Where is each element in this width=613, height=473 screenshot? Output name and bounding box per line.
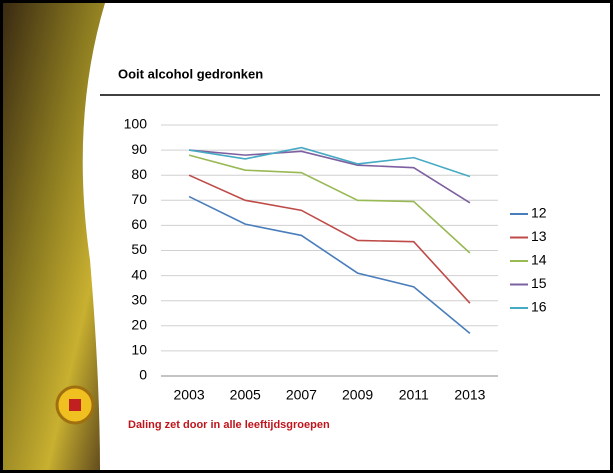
y-tick-label: 20	[131, 317, 147, 333]
slide-title: Ooit alcohol gedronken	[118, 66, 263, 81]
y-tick-label: 60	[131, 216, 147, 232]
slide: Ooit alcohol gedronken Daling zet door i…	[0, 0, 613, 473]
legend-label: 12	[531, 205, 547, 221]
y-tick-label: 50	[131, 241, 147, 257]
x-tick-label: 2011	[399, 387, 429, 403]
y-tick-label: 90	[131, 141, 147, 157]
y-tick-label: 40	[131, 266, 147, 282]
x-tick-label: 2007	[286, 387, 317, 403]
y-tick-label: 80	[131, 166, 147, 182]
x-tick-label: 2003	[174, 387, 205, 403]
logo-shield	[69, 399, 81, 411]
footnote: Daling zet door in alle leeftijdsgroepen	[128, 419, 330, 431]
legend-label: 13	[531, 228, 547, 244]
x-tick-label: 2005	[230, 387, 261, 403]
legend-label: 15	[531, 275, 547, 291]
x-tick-label: 2013	[454, 387, 485, 403]
page: Ooit alcohol gedronken Daling zet door i…	[0, 0, 613, 473]
y-tick-label: 10	[131, 342, 147, 358]
y-tick-label: 0	[139, 367, 147, 383]
y-tick-label: 30	[131, 291, 147, 307]
y-tick-label: 100	[124, 116, 148, 132]
x-tick-label: 2009	[342, 387, 373, 403]
y-tick-label: 70	[131, 191, 147, 207]
legend-label: 16	[531, 299, 547, 315]
legend-label: 14	[531, 252, 547, 268]
